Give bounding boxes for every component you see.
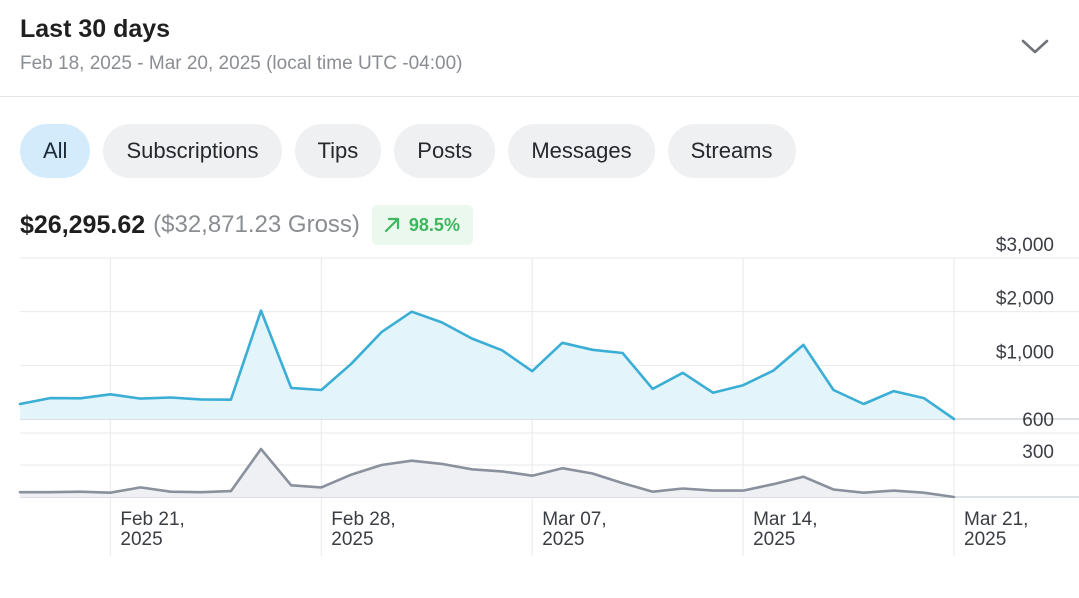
x-tick-year: 2025 [331,529,373,550]
change-percent: 98.5% [408,214,460,235]
net-earnings: $26,295.62 [20,210,146,239]
period-date-range: Feb 18, 2025 - Mar 20, 2025 (local time … [20,53,463,74]
count-ytick-label: 300 [1022,442,1054,463]
x-tick-year: 2025 [964,529,1006,550]
earnings-area-fill [20,310,954,419]
count-series-line [18,447,956,499]
x-tick-label: Mar 07, [542,509,606,530]
earnings-series-line [18,309,956,421]
gross-earnings: ($32,871.23 Gross) [153,211,360,238]
x-tick-label: Feb 28, [331,509,395,530]
earnings-summary: $26,295.62 ($32,871.23 Gross) 98.5% [20,204,473,246]
period-header[interactable]: Last 30 days Feb 18, 2025 - Mar 20, 2025… [0,0,1079,97]
x-tick-label: Mar 21, [964,509,1028,530]
x-tick-year: 2025 [120,529,162,550]
count-ytick-label: 600 [1022,410,1054,431]
x-tick-year: 2025 [753,529,795,550]
period-title: Last 30 days [20,15,171,43]
earnings-ytick-label: $1,000 [996,342,1054,363]
x-tick-year: 2025 [542,529,584,550]
chevron-down-icon[interactable] [1018,32,1052,60]
x-tick-label: Feb 21, [120,509,184,530]
tab-tips[interactable]: Tips [294,124,382,178]
category-tabs: All Subscriptions Tips Posts Messages St… [20,124,796,178]
tab-all[interactable]: All [20,124,91,178]
earnings-ytick-label: $3,000 [996,235,1054,256]
tab-messages[interactable]: Messages [508,124,655,178]
tab-subscriptions[interactable]: Subscriptions [103,124,282,178]
earnings-ytick-label: $2,000 [996,289,1054,310]
tab-streams[interactable]: Streams [667,124,796,178]
change-badge: 98.5% [371,205,473,245]
tab-posts[interactable]: Posts [394,124,496,178]
trend-up-icon [384,217,400,233]
x-tick-label: Mar 14, [753,509,817,530]
